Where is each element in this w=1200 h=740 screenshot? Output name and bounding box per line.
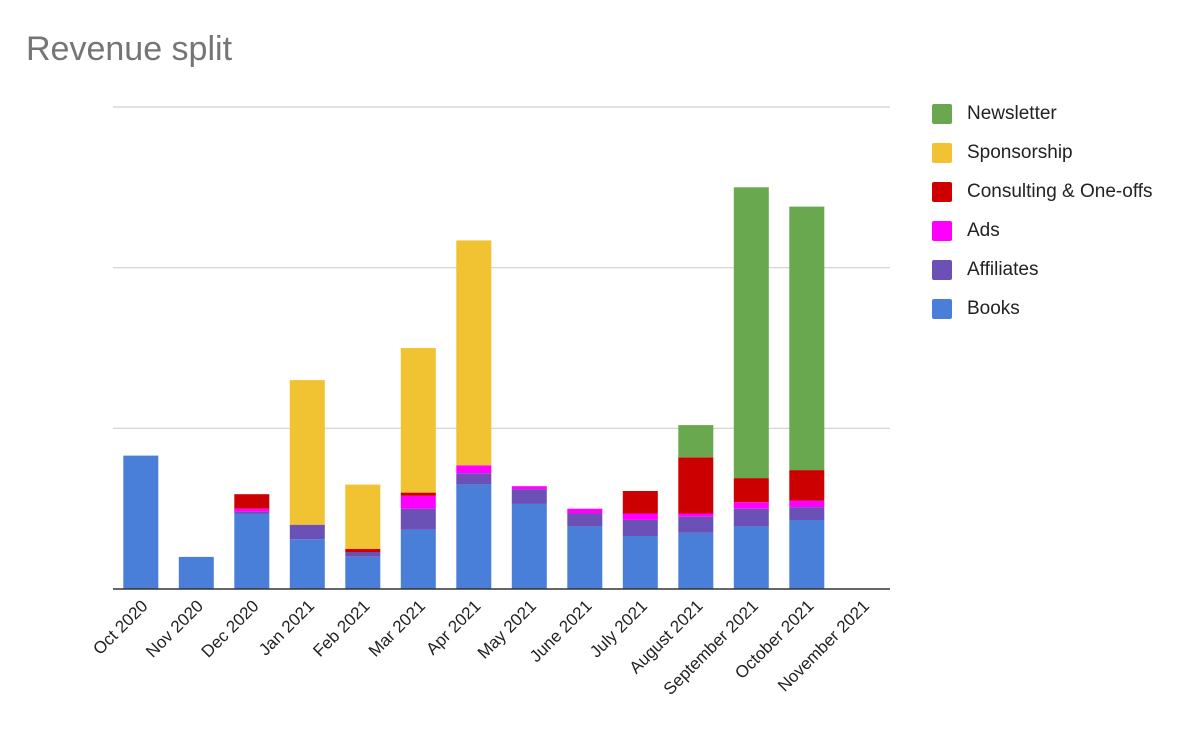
legend-swatch xyxy=(932,220,952,241)
x-tick-label: Dec 2020 xyxy=(198,596,263,661)
legend-label: Consulting & One-offs xyxy=(967,180,1153,202)
bar-newsletter-october-2021 xyxy=(789,206,825,471)
bar-affiliates-june-2021 xyxy=(567,513,603,527)
legend-item: Affiliates xyxy=(932,250,1153,289)
bar-consulting-one-offs-mar-2021 xyxy=(400,492,436,496)
bar-ads-july-2021 xyxy=(622,513,658,520)
bar-affiliates-july-2021 xyxy=(622,519,658,536)
legend-item: Sponsorship xyxy=(932,133,1153,172)
bar-sponsorship-jan-2021 xyxy=(289,380,325,525)
bar-affiliates-dec-2020 xyxy=(234,511,270,514)
bar-books-mar-2021 xyxy=(400,529,436,589)
legend-label: Ads xyxy=(967,219,1000,241)
bar-books-july-2021 xyxy=(622,536,658,589)
legend: Newsletter Sponsorship Consulting & One-of… xyxy=(932,94,1153,328)
legend-swatch xyxy=(932,259,952,280)
bar-ads-september-2021 xyxy=(733,502,769,509)
bar-consulting-one-offs-feb-2021 xyxy=(345,548,381,552)
bar-affiliates-august-2021 xyxy=(678,516,714,533)
bar-newsletter-august-2021 xyxy=(678,425,714,458)
x-tick-label: Mar 2021 xyxy=(365,596,429,660)
gridlines xyxy=(113,106,890,429)
x-tick-label: Nov 2020 xyxy=(142,596,207,661)
bar-sponsorship-apr-2021 xyxy=(456,240,492,466)
bar-consulting-one-offs-july-2021 xyxy=(622,491,658,514)
legend-label: Sponsorship xyxy=(967,141,1073,163)
bar-newsletter-september-2021 xyxy=(733,187,769,479)
bar-affiliates-mar-2021 xyxy=(400,508,436,530)
bar-affiliates-october-2021 xyxy=(789,507,825,520)
bar-affiliates-september-2021 xyxy=(733,508,769,527)
bar-books-nov-2020 xyxy=(178,556,214,589)
bar-consulting-one-offs-august-2021 xyxy=(678,457,714,514)
legend-label: Books xyxy=(967,297,1020,319)
bar-ads-dec-2020 xyxy=(234,508,270,512)
legend-swatch xyxy=(932,181,952,202)
bar-ads-august-2021 xyxy=(678,513,714,517)
legend-label: Newsletter xyxy=(967,102,1057,124)
bar-books-jan-2021 xyxy=(289,539,325,589)
bars xyxy=(123,187,825,589)
bar-ads-june-2021 xyxy=(567,508,603,514)
bar-books-september-2021 xyxy=(733,526,769,589)
x-tick-label: Feb 2021 xyxy=(309,596,373,660)
legend-item: Newsletter xyxy=(932,94,1153,133)
legend-item: Consulting & One-offs xyxy=(932,172,1153,211)
bar-ads-apr-2021 xyxy=(456,465,492,474)
bar-ads-may-2021 xyxy=(511,486,547,490)
bar-affiliates-feb-2021 xyxy=(345,552,381,557)
chart-title: Revenue split xyxy=(26,30,233,68)
bar-books-may-2021 xyxy=(511,503,547,589)
bar-consulting-one-offs-dec-2020 xyxy=(234,494,270,509)
legend-item: Books xyxy=(932,289,1153,328)
x-tick-label: September 2021 xyxy=(660,596,762,698)
legend-item: Ads xyxy=(932,211,1153,250)
legend-label: Affiliates xyxy=(967,258,1039,280)
bar-sponsorship-mar-2021 xyxy=(400,348,436,493)
bar-ads-mar-2021 xyxy=(400,495,436,509)
bar-books-oct-2020 xyxy=(123,455,159,589)
bar-affiliates-apr-2021 xyxy=(456,473,492,485)
bar-consulting-one-offs-september-2021 xyxy=(733,478,769,503)
bar-consulting-one-offs-october-2021 xyxy=(789,470,825,501)
legend-swatch xyxy=(932,298,952,319)
bar-books-apr-2021 xyxy=(456,484,492,589)
bar-books-august-2021 xyxy=(678,532,714,589)
bar-books-feb-2021 xyxy=(345,556,381,589)
bar-books-dec-2020 xyxy=(234,513,270,589)
bar-affiliates-jan-2021 xyxy=(289,524,325,540)
bar-ads-october-2021 xyxy=(789,500,825,507)
legend-swatch xyxy=(932,142,952,163)
legend-swatch xyxy=(932,103,952,124)
bar-affiliates-may-2021 xyxy=(511,489,547,504)
bar-books-june-2021 xyxy=(567,526,603,589)
bar-books-october-2021 xyxy=(789,519,825,589)
bar-sponsorship-feb-2021 xyxy=(345,484,381,549)
x-tick-label: Jan 2021 xyxy=(255,596,318,659)
